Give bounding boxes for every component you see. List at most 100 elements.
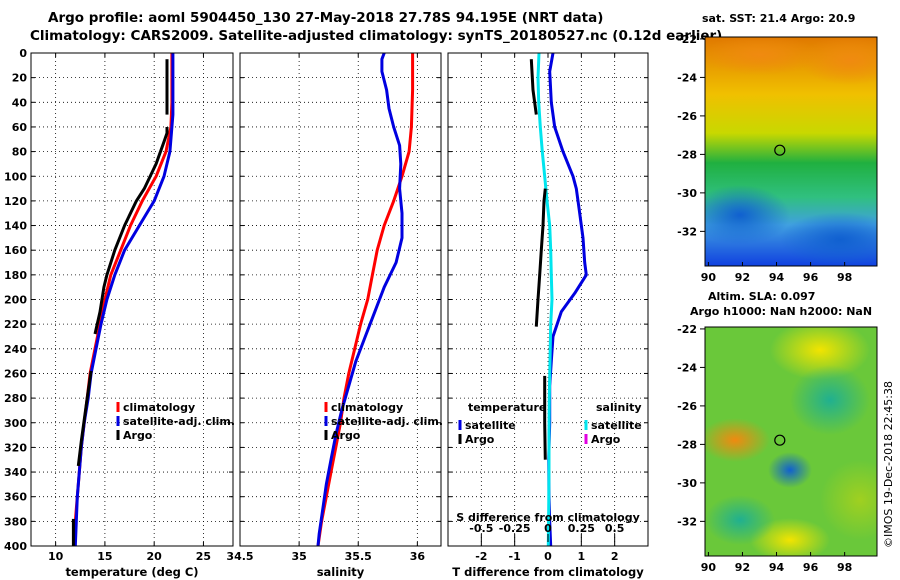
map-lon-tick-label: 96 [803, 561, 819, 574]
plot-frame [239, 52, 442, 547]
sla-high-patch-2 [705, 418, 770, 462]
panel-difference: -2 -1 0 1 2 T difference from climatology -0.5… [447, 52, 649, 579]
x-tick-label: 15 [97, 550, 112, 563]
y-tick-label: 320 [4, 441, 27, 454]
map-lon-tick-label: 98 [837, 561, 852, 574]
y-tick-label: 0 [19, 47, 27, 60]
series-line-temperature-argo [534, 188, 547, 327]
legend-label: Argo [331, 429, 361, 442]
sla-high-patch [770, 327, 870, 380]
series-line-temperature-argo [543, 375, 547, 460]
s-diff-tick-label: -0.25 [499, 522, 531, 535]
series-line-argo [93, 127, 169, 335]
panel-salinity: 34.5 35 35.5 36 salinity climatologysatellite… [226, 52, 443, 579]
sla-low-patch [790, 365, 870, 435]
map-lon-tick-label: 90 [701, 271, 717, 284]
map-lat-tick-label: -24 [677, 361, 697, 374]
y-tick-label: 280 [4, 392, 27, 405]
y-tick-label: 80 [12, 146, 28, 159]
legend-label: satellite [591, 419, 642, 432]
map-lat-tick-label: -30 [677, 477, 697, 490]
legend-label: Argo [465, 433, 495, 446]
y-tick-label: 180 [4, 269, 27, 282]
y-tick-label: 300 [4, 417, 27, 430]
series-line-satellite-adj-clim- [73, 53, 175, 547]
y-tick-label: 60 [12, 121, 28, 134]
x-tick-label: 35.5 [345, 550, 372, 563]
x-tick-label: 35 [291, 550, 306, 563]
sla-mid-patch [820, 460, 877, 540]
x-tick-label: 36 [410, 550, 426, 563]
series-line-satellite-adj-clim- [316, 52, 404, 547]
map-lon-tick-label: 94 [769, 271, 785, 284]
sla-map [704, 326, 878, 557]
map-lat-tick-label: -32 [677, 515, 697, 528]
map-lon-tick-label: 94 [769, 561, 785, 574]
map-lon-tick-label: 92 [735, 561, 750, 574]
x-tick-label: 25 [196, 550, 211, 563]
map-lon-tick-label: 90 [701, 561, 717, 574]
sla-map-subtitle: Argo h1000: NaN h2000: NaN [690, 305, 873, 318]
map-lat-tick-label: -26 [677, 110, 697, 123]
timestamp-watermark: ©IMOS 19-Dec-2018 22:45:38 [882, 381, 895, 548]
sla-map-frame [704, 326, 878, 557]
legend-label: climatology [123, 401, 195, 414]
x-axis-label: temperature (deg C) [65, 565, 198, 579]
sst-map [704, 36, 878, 267]
map-lat-tick-label: -22 [677, 33, 697, 46]
s-diff-axis-label: S difference from climatology [456, 511, 640, 524]
series-line-temperature-argo [529, 59, 538, 115]
y-tick-label: 140 [4, 220, 27, 233]
y-tick-label: 120 [4, 195, 27, 208]
map-lat-tick-label: -26 [677, 400, 697, 413]
legend-label: satellite [465, 419, 516, 432]
legend-label: climatology [331, 401, 403, 414]
series-line-salinity-satellite [536, 52, 554, 547]
x-tick-label: 34.5 [226, 550, 253, 563]
plot-frame [30, 52, 234, 547]
y-tick-label: 380 [4, 515, 27, 528]
s-diff-tick-label: 0.5 [605, 522, 625, 535]
sla-low-patch-2 [705, 495, 775, 545]
s-diff-tick-label: 0.25 [568, 522, 595, 535]
legend-label: satellite-adj. clim. [123, 415, 235, 428]
sst-warm-patch [705, 37, 820, 75]
legend-title: temperature [468, 401, 546, 414]
sla-map-title: Altim. SLA: 0.097 [708, 290, 816, 303]
y-tick-label: 240 [4, 343, 27, 356]
legend-label: Argo [591, 433, 621, 446]
y-tick-label: 360 [4, 491, 27, 504]
sla-low-patch-3 [768, 452, 812, 488]
sst-cool-patch-2 [780, 212, 877, 266]
legend-label: Argo [123, 429, 153, 442]
map-lat-tick-label: -28 [677, 148, 697, 161]
map-lon-tick-label: 98 [837, 271, 852, 284]
y-tick-label: 200 [4, 294, 27, 307]
title-line-1: Argo profile: aoml 5904450_130 27-May-20… [48, 10, 604, 26]
sst-warm-patch-2 [800, 37, 877, 85]
map-lon-tick-label: 92 [735, 271, 750, 284]
x-tick-label: 2 [611, 550, 619, 563]
x-tick-label: -2 [475, 550, 487, 563]
legend-label: satellite-adj. clim. [331, 415, 443, 428]
sla-argo-location-marker [774, 434, 786, 446]
y-tick-label: 40 [12, 96, 28, 109]
x-tick-label: 1 [578, 550, 586, 563]
map-lat-tick-label: -22 [677, 323, 697, 336]
legend-title: salinity [596, 401, 642, 414]
map-lat-tick-label: -32 [677, 225, 697, 238]
sst-argo-location-marker [774, 144, 786, 156]
s-diff-tick-label: -0.5 [469, 522, 493, 535]
x-tick-label: 10 [48, 550, 64, 563]
sst-map-frame [704, 36, 878, 267]
x-tick-label: 20 [147, 550, 163, 563]
sst-cool-patch [705, 185, 790, 245]
map-lat-tick-label: -24 [677, 71, 697, 84]
plot-frame [447, 52, 649, 547]
series-line-argo [76, 370, 93, 467]
y-tick-label: 260 [4, 367, 27, 380]
panel-temperature: 0 20 40 60 80 100 120 140 160 180 200 220 240 260 280 3… [4, 47, 235, 579]
x-axis-label: T difference from climatology [452, 565, 644, 579]
